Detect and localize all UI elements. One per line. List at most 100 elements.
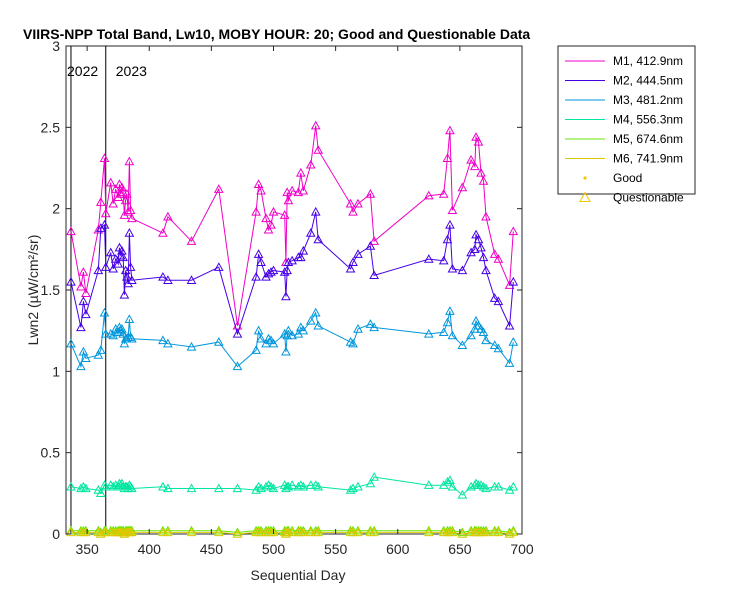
series xyxy=(66,527,519,538)
data-point xyxy=(283,195,294,205)
data-point xyxy=(508,481,519,491)
data-point xyxy=(118,328,129,338)
data-point xyxy=(122,271,132,281)
data-point xyxy=(158,335,168,345)
data-point xyxy=(281,346,291,356)
data-point xyxy=(447,525,458,535)
data-point xyxy=(471,315,481,325)
data-point xyxy=(261,213,271,223)
data-point xyxy=(115,188,126,198)
data-point xyxy=(100,208,111,218)
data-point xyxy=(442,234,453,244)
data-point xyxy=(348,206,358,216)
data-point xyxy=(163,483,173,493)
data-point xyxy=(345,485,356,494)
data-point xyxy=(282,330,293,340)
data-point xyxy=(298,527,309,537)
data-point xyxy=(287,330,297,340)
y-axis-label: Lwn2 (µW/cm²/sr) xyxy=(25,235,41,346)
year-label: 2022 xyxy=(67,63,98,79)
data-point xyxy=(81,527,91,537)
data-point xyxy=(469,244,480,254)
data-point xyxy=(118,252,129,262)
data-point xyxy=(279,210,290,219)
data-point xyxy=(353,525,363,535)
data-point xyxy=(158,527,168,537)
data-point xyxy=(263,333,274,343)
x-tick-label: 450 xyxy=(200,541,224,557)
data-point xyxy=(305,525,316,535)
data-point xyxy=(478,481,489,491)
data-point xyxy=(287,525,297,535)
data-point xyxy=(127,483,137,493)
data-point xyxy=(348,338,358,348)
data-point xyxy=(473,234,484,244)
legend: M1, 412.9nm M2, 444.5nm M3, 481.2nm M4, 556… xyxy=(557,45,696,205)
legend-label: Good xyxy=(613,171,642,185)
plot-frame xyxy=(65,45,523,535)
data-point xyxy=(76,361,86,371)
data-point xyxy=(310,206,321,216)
data-point xyxy=(481,265,491,275)
series xyxy=(66,206,519,338)
data-point xyxy=(213,262,224,271)
data-point xyxy=(353,527,363,537)
data-point xyxy=(266,267,276,276)
data-point xyxy=(365,478,376,488)
data-point xyxy=(365,319,376,328)
data-point xyxy=(298,481,309,491)
data-point xyxy=(99,153,110,162)
data-point xyxy=(305,228,316,237)
data-point xyxy=(489,249,500,258)
data-point xyxy=(345,263,356,273)
data-point xyxy=(504,528,515,538)
data-point xyxy=(119,289,130,299)
data-point xyxy=(251,345,261,354)
data-point xyxy=(282,265,293,275)
legend-label: M6, 741.9nm xyxy=(613,152,683,166)
data-point xyxy=(481,525,491,535)
data-point xyxy=(423,527,434,537)
data-point xyxy=(353,481,363,491)
y-tick-label: 2.5 xyxy=(41,119,61,135)
data-point xyxy=(298,325,309,335)
data-point xyxy=(124,156,135,166)
data-point xyxy=(493,254,504,263)
data-point xyxy=(125,262,136,271)
data-point xyxy=(447,205,458,214)
data-point xyxy=(457,265,468,275)
data-point xyxy=(283,257,294,267)
data-point xyxy=(108,263,119,273)
y-tick-label: 1 xyxy=(52,363,60,379)
data-point xyxy=(100,527,111,537)
data-point xyxy=(66,226,76,236)
data-point xyxy=(310,120,321,130)
data-point xyxy=(268,338,279,348)
series xyxy=(66,306,519,371)
data-point xyxy=(127,333,137,343)
data-point xyxy=(298,525,309,535)
data-point xyxy=(163,527,173,537)
data-point xyxy=(127,527,137,537)
data-point xyxy=(253,249,264,258)
x-tick-label: 500 xyxy=(262,541,286,557)
data-point xyxy=(95,197,106,206)
data-point xyxy=(110,480,121,489)
data-point xyxy=(266,219,276,229)
data-point xyxy=(478,327,489,336)
legend-label: Questionable xyxy=(613,191,684,205)
data-point xyxy=(266,481,276,491)
data-point xyxy=(476,167,486,177)
data-point xyxy=(93,527,104,537)
data-point xyxy=(447,481,458,491)
data-point xyxy=(95,488,106,498)
data-point xyxy=(457,489,468,499)
data-point xyxy=(263,480,274,489)
data-point xyxy=(481,527,491,537)
legend-label: M1, 412.9nm xyxy=(613,54,683,68)
data-point xyxy=(124,228,135,237)
data-point xyxy=(78,267,89,276)
data-point xyxy=(310,480,321,489)
data-point xyxy=(353,198,363,208)
